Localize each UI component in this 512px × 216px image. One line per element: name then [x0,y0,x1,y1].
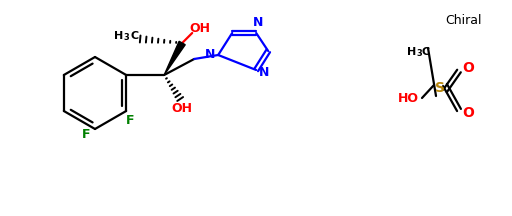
Text: S: S [435,81,445,95]
Text: F: F [126,113,135,127]
Text: HO: HO [397,92,418,105]
Text: 3: 3 [123,33,129,43]
Text: OH: OH [172,103,193,116]
Text: H: H [408,47,417,57]
Text: H: H [114,31,123,41]
Text: C: C [422,47,430,57]
Text: N: N [205,48,216,60]
Text: C: C [130,31,138,41]
Polygon shape [164,41,185,75]
Text: Chiral: Chiral [446,14,482,27]
Text: 3: 3 [416,49,422,59]
Text: N: N [253,16,263,30]
Text: N: N [259,65,269,78]
Text: F: F [82,127,90,140]
Text: O: O [462,106,474,120]
Text: OH: OH [189,22,210,35]
Text: O: O [462,61,474,75]
